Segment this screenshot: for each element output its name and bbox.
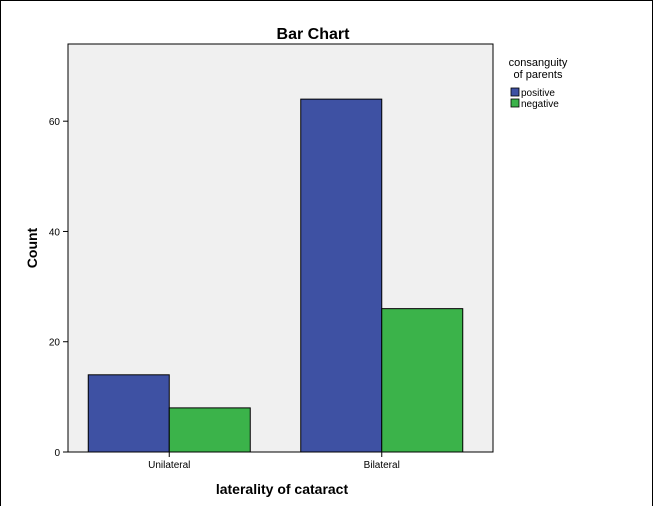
legend-label-negative: negative xyxy=(521,99,559,110)
legend-swatch-positive xyxy=(510,87,520,97)
y-tick-label-40: 40 xyxy=(49,227,61,238)
y-tick-label-20: 20 xyxy=(49,338,61,349)
bar-positive-unilateral xyxy=(87,374,170,453)
legend-title-line2: of parents xyxy=(514,69,563,81)
legend-label-positive: positive xyxy=(521,88,555,99)
x-tick-label-unilateral: Unilateral xyxy=(148,460,190,471)
x-axis-title: laterality of cataract xyxy=(216,481,349,497)
bar-positive-bilateral xyxy=(300,98,383,453)
bar-negative-unilateral xyxy=(168,407,251,453)
legend-title-line1: consanguity xyxy=(509,57,568,69)
y-axis-title: Count xyxy=(24,227,40,268)
y-tick-label-0: 0 xyxy=(54,448,60,459)
y-axis: 0 20 40 60 xyxy=(49,117,68,459)
chart-title: Bar Chart xyxy=(277,26,351,43)
x-tick-label-bilateral: Bilateral xyxy=(364,460,400,471)
bar-negative-bilateral xyxy=(381,308,464,453)
y-tick-label-60: 60 xyxy=(49,117,61,128)
legend-swatch-negative xyxy=(510,98,520,108)
x-axis: Unilateral Bilateral xyxy=(148,452,400,471)
bars-group xyxy=(87,98,464,453)
